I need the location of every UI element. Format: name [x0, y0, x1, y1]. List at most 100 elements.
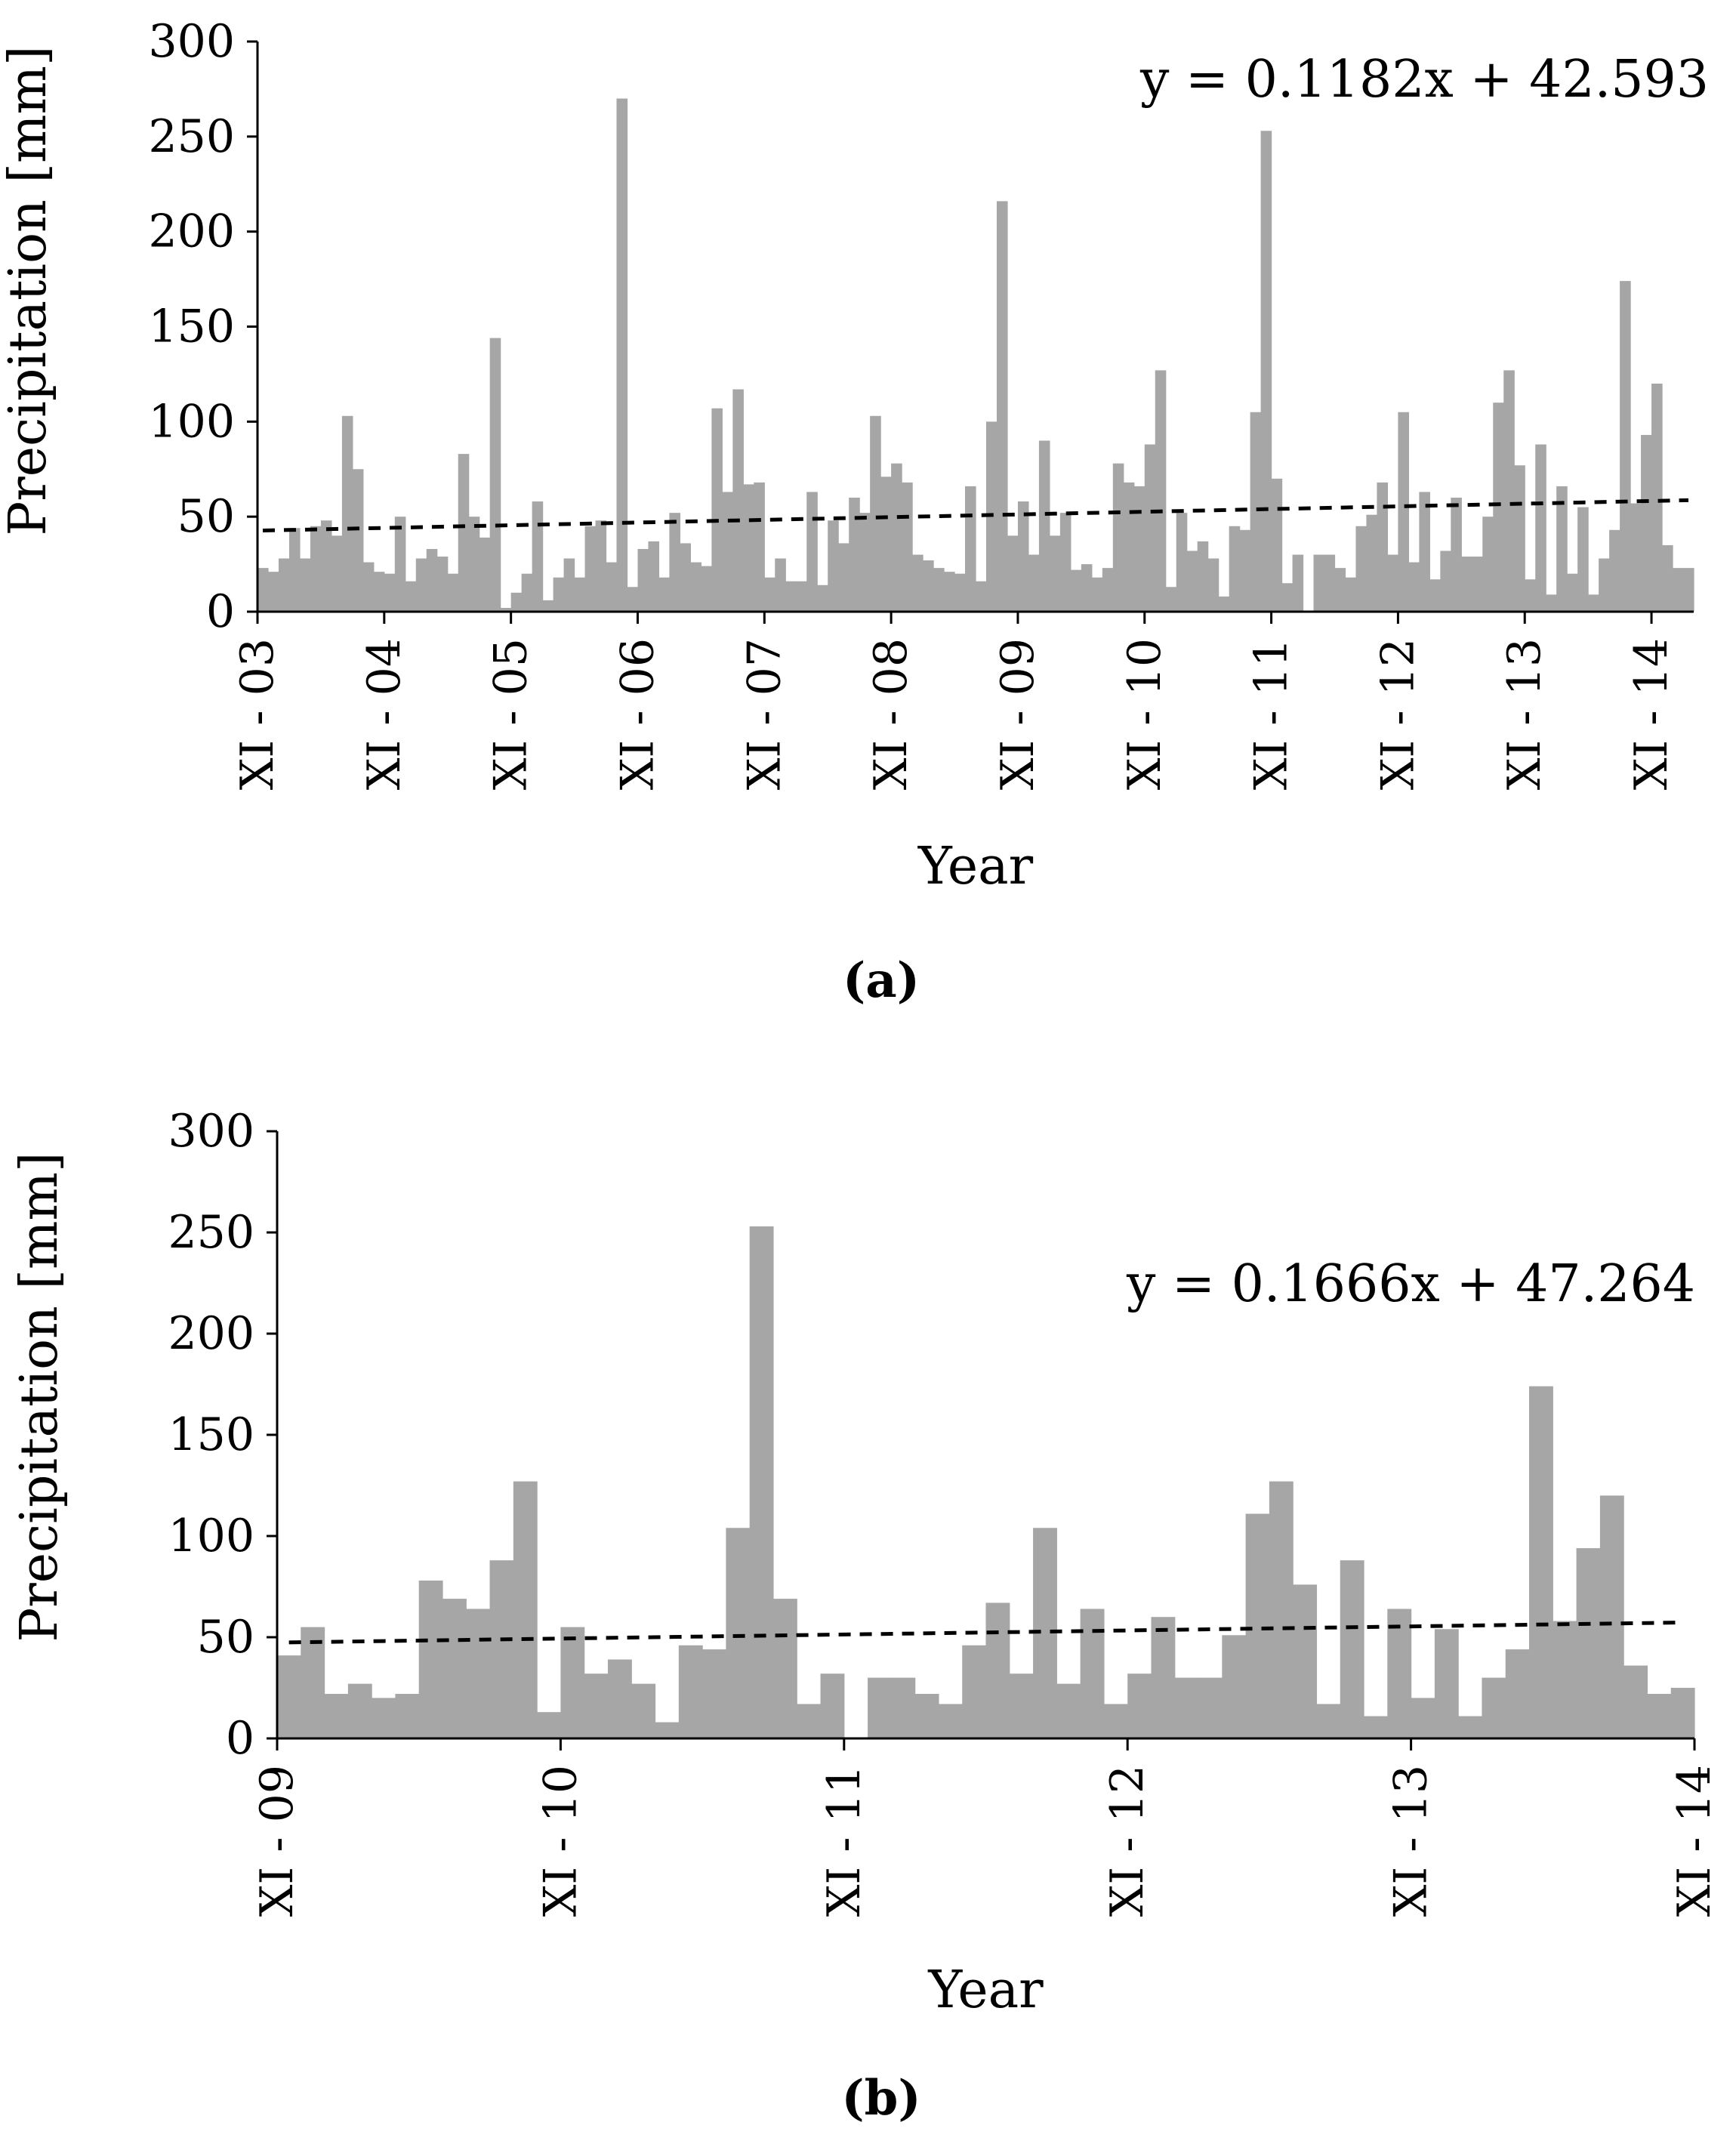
bar: [820, 1673, 845, 1738]
bar: [362, 562, 375, 612]
bar: [513, 1481, 538, 1738]
bar: [637, 548, 649, 612]
bar: [1028, 554, 1040, 612]
bar: [838, 543, 849, 612]
bar: [1588, 594, 1599, 612]
bar: [868, 1677, 892, 1738]
bar: [1127, 1673, 1152, 1738]
bar: [299, 558, 311, 612]
bar: [1059, 513, 1072, 612]
bar: [701, 566, 712, 612]
panel-label: (b): [841, 2070, 920, 2127]
bar: [310, 526, 322, 612]
bar: [616, 98, 628, 612]
bar: [1599, 1495, 1624, 1738]
bar: [352, 469, 364, 612]
bar: [489, 1560, 514, 1738]
bar: [1364, 1716, 1388, 1738]
x-tick-label: XI - 10: [1118, 638, 1171, 790]
bar: [1239, 529, 1251, 612]
bar: [1340, 1560, 1364, 1738]
bar: [849, 498, 860, 612]
bar: [669, 513, 681, 612]
bar: [320, 520, 332, 612]
bar: [1630, 503, 1642, 612]
bar: [1123, 482, 1135, 612]
bar: [828, 520, 839, 612]
bar: [1525, 579, 1536, 612]
bar: [560, 1627, 585, 1738]
y-tick-label: 50: [177, 490, 235, 543]
bar: [1546, 594, 1557, 612]
bar: [595, 520, 607, 612]
bar: [775, 558, 786, 612]
x-tick-label: XI - 12: [1101, 1765, 1154, 1917]
bar: [395, 1694, 420, 1738]
bar: [1197, 541, 1209, 612]
bar: [711, 408, 723, 612]
bar: [1269, 1481, 1294, 1738]
bar: [1165, 587, 1177, 612]
y-tick-label: 100: [148, 395, 235, 448]
bar: [1411, 1698, 1435, 1738]
bar: [1553, 1621, 1577, 1738]
bar: [1345, 577, 1357, 612]
bar: [1503, 370, 1515, 612]
bar: [510, 592, 523, 612]
bar: [1151, 1617, 1176, 1738]
x-tick-label: XI - 12: [1371, 638, 1424, 790]
bar: [678, 1645, 703, 1738]
bar: [1313, 554, 1325, 612]
bar: [415, 558, 427, 612]
panel-label: (a): [843, 952, 920, 1009]
bar: [1080, 1609, 1105, 1738]
bar: [584, 1673, 609, 1738]
x-tick-label: XI - 06: [612, 638, 664, 790]
bar: [1293, 1584, 1318, 1738]
bar: [797, 1704, 822, 1738]
x-tick-label: XI - 09: [251, 1765, 304, 1917]
bar: [1434, 1629, 1459, 1738]
bar: [764, 577, 775, 612]
bar: [1599, 558, 1610, 612]
bar: [962, 1645, 987, 1738]
bar: [1647, 1694, 1672, 1738]
bar: [257, 568, 269, 612]
bar: [796, 581, 807, 612]
chart-panel-b: 0 50 100 150 200 250 300 XI - 09 XI - 10 XI - 11 X…: [10, 1105, 1721, 2127]
bar: [372, 1698, 396, 1738]
bar: [607, 1659, 632, 1738]
bar: [479, 537, 491, 612]
y-tick-label: 150: [168, 1408, 254, 1461]
bar: [1155, 370, 1167, 612]
bar: [1482, 517, 1494, 612]
bar: [1641, 434, 1652, 612]
y-tick-label: 250: [148, 110, 235, 163]
bar: [278, 558, 290, 612]
bar: [1174, 1677, 1199, 1738]
x-axis-title: Year: [917, 837, 1034, 896]
bar: [331, 535, 343, 612]
bar: [405, 581, 417, 612]
y-tick-label: 250: [168, 1206, 254, 1259]
bar: [631, 1683, 656, 1738]
y-tick-label: 50: [197, 1611, 254, 1664]
x-tick-label: XI - 07: [738, 638, 791, 790]
bar: [1038, 440, 1050, 612]
bar: [324, 1694, 349, 1738]
bar: [1103, 1704, 1128, 1738]
bar: [1683, 568, 1694, 612]
bar: [690, 562, 701, 612]
bar: [658, 577, 671, 612]
trendline: [262, 498, 1689, 533]
bar: [1620, 281, 1631, 612]
bar: [1144, 444, 1156, 612]
bar: [574, 577, 586, 612]
bar: [870, 415, 881, 612]
bar: [1316, 1704, 1341, 1738]
bar: [1461, 557, 1472, 612]
bar: [442, 1599, 467, 1738]
bar: [341, 415, 353, 612]
bar: [732, 389, 744, 612]
